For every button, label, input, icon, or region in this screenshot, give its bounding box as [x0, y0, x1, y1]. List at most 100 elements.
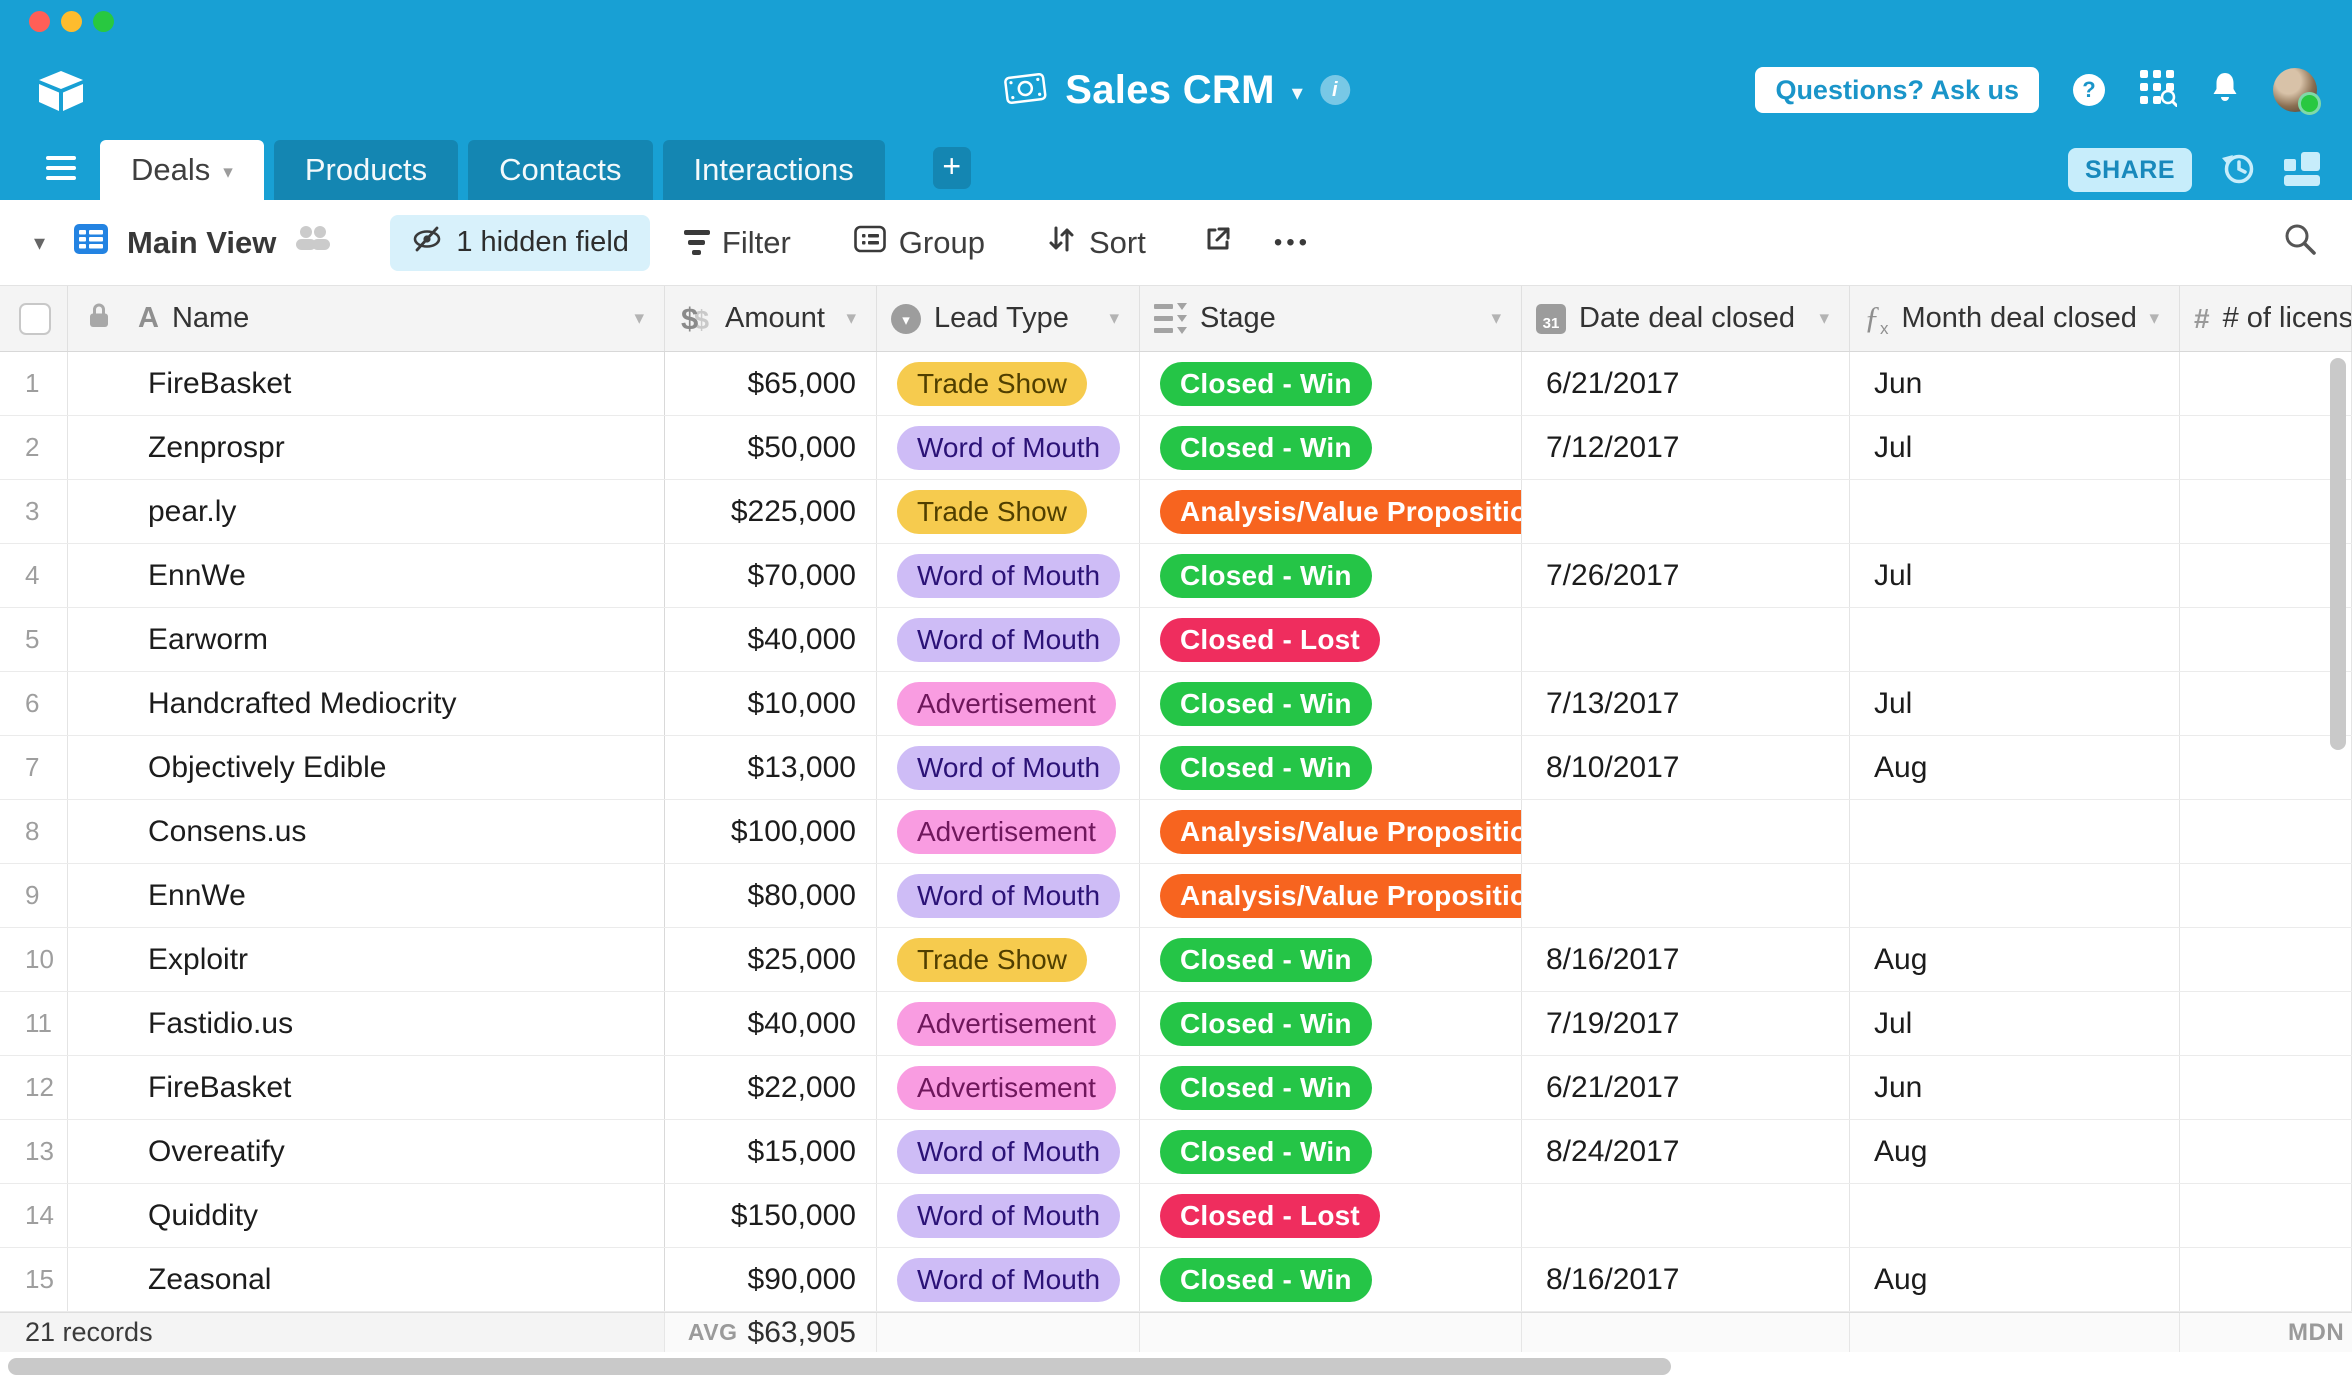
row-number-cell[interactable]: 11	[0, 992, 68, 1055]
name-cell[interactable]: FireBasket	[68, 352, 665, 415]
licenses-cell[interactable]	[2180, 800, 2352, 863]
month-closed-cell[interactable]: Aug	[1850, 1120, 2180, 1183]
month-closed-cell[interactable]: Jul	[1850, 672, 2180, 735]
licenses-summary[interactable]: MDN	[2180, 1313, 2352, 1352]
month-closed-cell[interactable]: Aug	[1850, 736, 2180, 799]
licenses-cell[interactable]	[2180, 352, 2352, 415]
base-title-caret-icon[interactable]: ▾	[1291, 80, 1303, 105]
name-cell[interactable]: Exploitr	[68, 928, 665, 991]
stage-cell[interactable]: Closed - Win	[1140, 1056, 1522, 1119]
stage-cell[interactable]: Closed - Win	[1140, 672, 1522, 735]
vertical-scrollbar-thumb[interactable]	[2330, 358, 2346, 750]
lead-type-cell[interactable]: Word of Mouth	[877, 544, 1140, 607]
date-closed-cell[interactable]: 7/13/2017	[1522, 672, 1850, 735]
ask-us-button[interactable]: Questions? Ask us	[1755, 67, 2039, 113]
lead-type-cell[interactable]: Advertisement	[877, 992, 1140, 1055]
lead-type-cell[interactable]: Advertisement	[877, 672, 1140, 735]
row-number-cell[interactable]: 1	[0, 352, 68, 415]
licenses-cell[interactable]	[2180, 1248, 2352, 1311]
row-number-cell[interactable]: 2	[0, 416, 68, 479]
amount-cell[interactable]: $225,000	[665, 480, 877, 543]
month-closed-cell[interactable]: Jul	[1850, 544, 2180, 607]
date-closed-cell[interactable]: 7/12/2017	[1522, 416, 1850, 479]
apps-panel-icon[interactable]	[2284, 150, 2322, 191]
licenses-cell[interactable]	[2180, 736, 2352, 799]
month-closed-cell[interactable]	[1850, 800, 2180, 863]
month-closed-cell[interactable]: Jun	[1850, 1056, 2180, 1119]
date-closed-cell[interactable]	[1522, 608, 1850, 671]
name-cell[interactable]: Consens.us	[68, 800, 665, 863]
column-menu-caret-icon[interactable]: ▾	[846, 308, 856, 329]
column-menu-caret-icon[interactable]: ▾	[1819, 308, 1829, 329]
tab-products[interactable]: Products	[273, 140, 459, 200]
base-title-group[interactable]: Sales CRM ▾ i	[1002, 62, 1350, 118]
lead-type-cell[interactable]: Word of Mouth	[877, 1120, 1140, 1183]
month-closed-cell[interactable]	[1850, 480, 2180, 543]
horizontal-scrollbar-thumb[interactable]	[8, 1358, 1671, 1375]
stage-cell[interactable]: Closed - Lost	[1140, 608, 1522, 671]
column-menu-caret-icon[interactable]: ▾	[1491, 308, 1501, 329]
share-view-icon[interactable]	[1202, 223, 1234, 263]
column-header-lead-type[interactable]: ▾ Lead Type ▾	[877, 286, 1140, 351]
column-header-month-deal-closed[interactable]: ƒx Month deal closed ▾	[1850, 286, 2180, 351]
user-avatar[interactable]	[2273, 68, 2321, 115]
row-number-cell[interactable]: 6	[0, 672, 68, 735]
month-closed-cell[interactable]: Aug	[1850, 1248, 2180, 1311]
tab-caret-icon[interactable]: ▾	[223, 161, 233, 183]
sidebar-menu-icon[interactable]	[46, 156, 76, 180]
licenses-cell[interactable]	[2180, 480, 2352, 543]
lead-type-cell[interactable]: Word of Mouth	[877, 1184, 1140, 1247]
lead-type-cell[interactable]: Word of Mouth	[877, 416, 1140, 479]
date-closed-cell[interactable]: 8/16/2017	[1522, 928, 1850, 991]
licenses-cell[interactable]	[2180, 864, 2352, 927]
tab-contacts[interactable]: Contacts	[468, 140, 653, 200]
column-header-date-deal-closed[interactable]: 31 Date deal closed ▾	[1522, 286, 1850, 351]
view-sidebar-caret-icon[interactable]: ▾	[34, 229, 46, 255]
lead-type-cell[interactable]: Word of Mouth	[877, 1248, 1140, 1311]
zoom-window-button[interactable]	[93, 11, 114, 32]
stage-cell[interactable]: Analysis/Value Proposition	[1140, 800, 1522, 863]
row-number-cell[interactable]: 3	[0, 480, 68, 543]
stage-cell[interactable]: Closed - Win	[1140, 1248, 1522, 1311]
name-cell[interactable]: Overeatify	[68, 1120, 665, 1183]
date-closed-cell[interactable]: 7/26/2017	[1522, 544, 1850, 607]
month-closed-cell[interactable]: Jul	[1850, 992, 2180, 1055]
row-number-cell[interactable]: 12	[0, 1056, 68, 1119]
tab-interactions[interactable]: Interactions	[662, 140, 885, 200]
stage-cell[interactable]: Closed - Lost	[1140, 1184, 1522, 1247]
licenses-cell[interactable]	[2180, 992, 2352, 1055]
stage-summary[interactable]	[1140, 1313, 1522, 1352]
amount-summary[interactable]: AVG $63,905	[665, 1313, 877, 1352]
column-menu-caret-icon[interactable]: ▾	[2149, 308, 2159, 329]
more-options-icon[interactable]: •••	[1273, 228, 1312, 256]
add-table-button[interactable]: +	[932, 147, 971, 189]
row-number-cell[interactable]: 14	[0, 1184, 68, 1247]
date-closed-cell[interactable]	[1522, 480, 1850, 543]
licenses-cell[interactable]	[2180, 1184, 2352, 1247]
row-number-cell[interactable]: 4	[0, 544, 68, 607]
name-cell[interactable]: EnnWe	[68, 864, 665, 927]
select-all-checkbox[interactable]	[19, 302, 51, 335]
month-summary[interactable]	[1850, 1313, 2180, 1352]
group-button[interactable]: Group	[853, 222, 985, 264]
row-number-cell[interactable]: 7	[0, 736, 68, 799]
month-closed-cell[interactable]	[1850, 608, 2180, 671]
amount-cell[interactable]: $13,000	[665, 736, 877, 799]
share-button[interactable]: SHARE	[2067, 148, 2192, 192]
row-number-cell[interactable]: 15	[0, 1248, 68, 1311]
amount-cell[interactable]: $90,000	[665, 1248, 877, 1311]
licenses-cell[interactable]	[2180, 1120, 2352, 1183]
date-closed-cell[interactable]	[1522, 864, 1850, 927]
hidden-fields-button[interactable]: 1 hidden field	[390, 214, 650, 271]
date-closed-cell[interactable]	[1522, 800, 1850, 863]
lead-type-cell[interactable]: Word of Mouth	[877, 736, 1140, 799]
date-closed-cell[interactable]: 7/19/2017	[1522, 992, 1850, 1055]
amount-cell[interactable]: $40,000	[665, 608, 877, 671]
date-closed-cell[interactable]: 8/10/2017	[1522, 736, 1850, 799]
row-number-cell[interactable]: 13	[0, 1120, 68, 1183]
stage-cell[interactable]: Closed - Win	[1140, 544, 1522, 607]
stage-cell[interactable]: Analysis/Value Proposition	[1140, 864, 1522, 927]
month-closed-cell[interactable]	[1850, 864, 2180, 927]
name-cell[interactable]: Zenprospr	[68, 416, 665, 479]
date-closed-cell[interactable]	[1522, 1184, 1850, 1247]
